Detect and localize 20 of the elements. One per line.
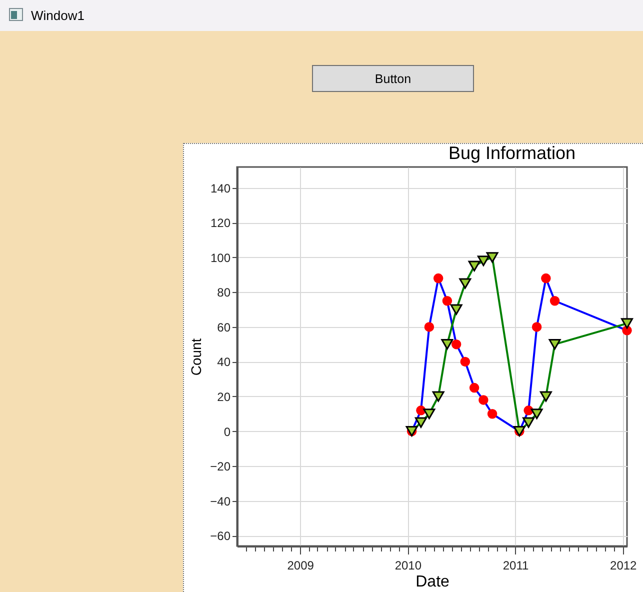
- button[interactable]: Button: [312, 65, 474, 92]
- y-axis-title: Count: [188, 338, 204, 376]
- text: Window1: [31, 8, 84, 23]
- y-tick-label: 20: [217, 390, 231, 404]
- y-tick-label: 140: [210, 181, 231, 196]
- y-tick-label: 100: [210, 250, 231, 265]
- chart-title: Bug Information: [448, 143, 576, 163]
- y-tick-label: −60: [210, 529, 231, 544]
- y-tick-label: 80: [217, 286, 231, 300]
- x-tick-label: 2009: [287, 558, 314, 572]
- y-tick-label: 40: [217, 355, 231, 370]
- y-tick-label: 120: [210, 216, 231, 230]
- y-tick-label: 0: [224, 424, 231, 439]
- y-tick-label: −20: [210, 460, 231, 474]
- y-tick-label: 60: [217, 320, 231, 334]
- x-tick-label: 2012: [610, 558, 638, 572]
- x-axis-title: Date: [416, 574, 450, 590]
- x-tick-label: 2010: [394, 558, 422, 572]
- x-tick-label: 2011: [502, 558, 529, 572]
- y-tick-label: −40: [210, 494, 231, 508]
